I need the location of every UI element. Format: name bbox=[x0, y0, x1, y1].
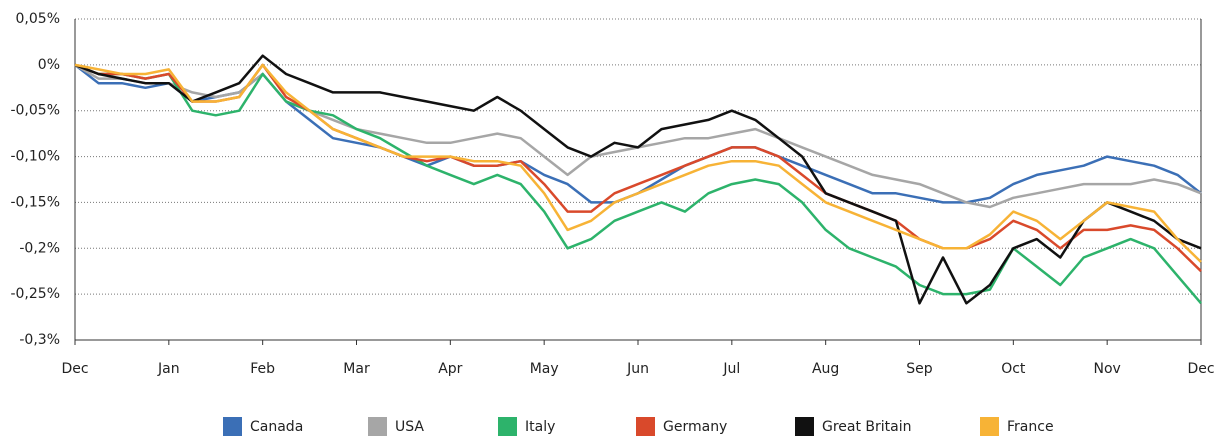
y-tick-label: -0,2% bbox=[19, 240, 60, 256]
y-tick-label: 0% bbox=[38, 57, 60, 73]
x-tick-label: Nov bbox=[1094, 361, 1121, 377]
x-tick-label: Jul bbox=[722, 361, 740, 377]
legend-swatch bbox=[368, 417, 387, 436]
x-tick-label: Dec bbox=[1187, 361, 1214, 377]
x-tick-label: Jan bbox=[157, 361, 180, 377]
x-tick-label: May bbox=[530, 361, 559, 377]
y-tick-label: -0,05% bbox=[10, 103, 60, 119]
x-tick-label: Dec bbox=[61, 361, 88, 377]
legend-swatch bbox=[795, 417, 814, 436]
legend-label: Italy bbox=[525, 419, 555, 435]
y-tick-label: 0,05% bbox=[16, 11, 60, 27]
legend-label: USA bbox=[395, 419, 424, 435]
series-line bbox=[74, 63, 1202, 209]
legend-label: France bbox=[1007, 419, 1054, 435]
legend-swatch bbox=[636, 417, 655, 436]
x-tick-label: Apr bbox=[438, 361, 462, 377]
legend-swatch bbox=[223, 417, 242, 436]
legend-label: Canada bbox=[250, 419, 303, 435]
x-tick-label: Feb bbox=[250, 361, 275, 377]
x-tick-label: Mar bbox=[343, 361, 370, 377]
x-tick-label: Jun bbox=[626, 361, 649, 377]
x-tick-label: Aug bbox=[812, 361, 839, 377]
y-tick-label: -0,25% bbox=[10, 286, 60, 302]
legend-label: Great Britain bbox=[822, 419, 912, 435]
series-line bbox=[74, 54, 1202, 305]
y-tick-label: -0,15% bbox=[10, 194, 60, 210]
legend-label: Germany bbox=[663, 419, 727, 435]
y-tick-label: -0,10% bbox=[10, 149, 60, 165]
legend-swatch bbox=[498, 417, 517, 436]
x-tick-label: Sep bbox=[906, 361, 933, 377]
series-line bbox=[74, 63, 1202, 204]
y-tick-label: -0,3% bbox=[19, 332, 60, 348]
series-line bbox=[74, 63, 1202, 263]
x-tick-label: Oct bbox=[1001, 361, 1026, 377]
legend-swatch bbox=[980, 417, 999, 436]
